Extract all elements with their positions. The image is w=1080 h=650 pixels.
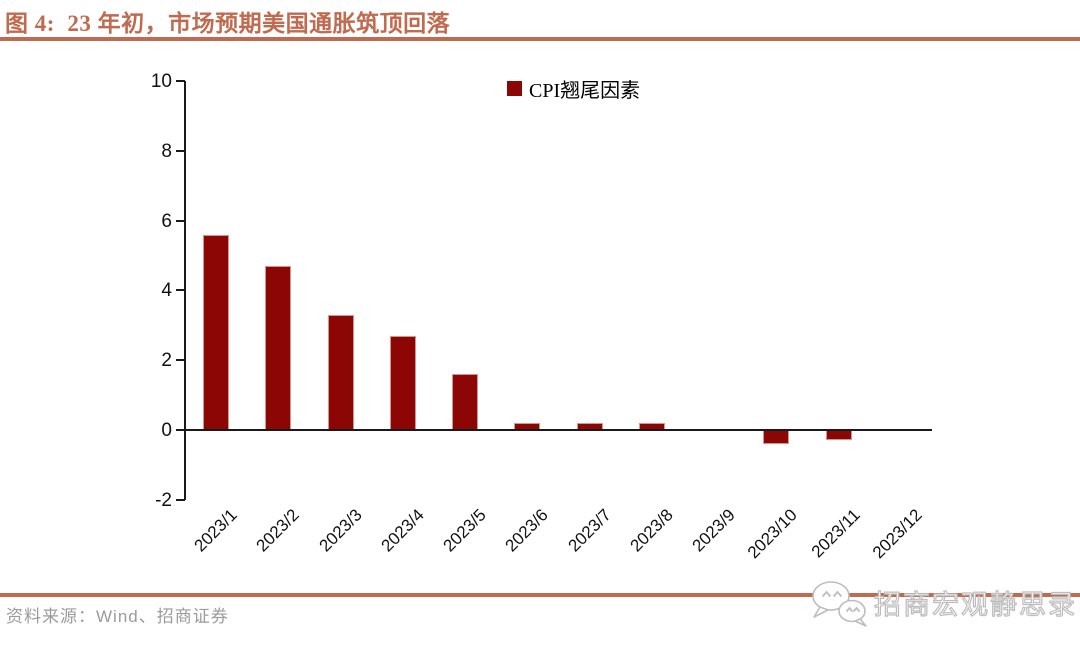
y-axis-label: 4 xyxy=(161,280,172,302)
y-axis-label: 6 xyxy=(161,210,172,232)
y-axis-label: -2 xyxy=(155,489,172,511)
bar-2023/10 xyxy=(763,430,790,444)
y-axis-tick xyxy=(176,289,185,292)
legend-swatch-icon xyxy=(507,81,522,96)
watermark-label: 招商宏观静思录 xyxy=(873,589,1077,620)
y-axis-tick xyxy=(176,149,185,152)
bar-2023/5 xyxy=(452,374,479,430)
chart-legend: CPI翘尾因素 xyxy=(507,74,640,103)
legend-label: CPI翘尾因素 xyxy=(529,80,641,102)
source-note: 资料来源：Wind、招商证券 xyxy=(6,607,229,626)
y-axis-tick xyxy=(176,498,185,501)
y-axis-label: 2 xyxy=(161,350,172,372)
y-axis-tick xyxy=(176,80,185,82)
watermark: 招商宏观静思录 xyxy=(806,577,1077,629)
wechat-icon xyxy=(812,581,867,627)
bar-2023/3 xyxy=(327,314,354,430)
bar-2023/2 xyxy=(265,265,292,430)
y-axis-tick xyxy=(176,219,185,222)
y-axis-tick xyxy=(176,359,185,362)
y-axis-label: 10 xyxy=(150,71,172,92)
y-axis-tick xyxy=(176,429,185,431)
y-axis-label: 8 xyxy=(161,140,172,162)
y-axis-label: 0 xyxy=(161,420,172,441)
x-axis-zero-line xyxy=(184,429,932,431)
bar-2023/1 xyxy=(203,234,230,430)
y-axis-line xyxy=(184,81,186,500)
bar-2023/4 xyxy=(389,335,416,430)
figure-title: 图 4: 23 年初，市场预期美国通胀筑顶回落 xyxy=(5,11,451,36)
footer-divider xyxy=(0,593,1080,597)
bar-2023/11 xyxy=(825,430,852,441)
title-divider xyxy=(0,37,1080,41)
